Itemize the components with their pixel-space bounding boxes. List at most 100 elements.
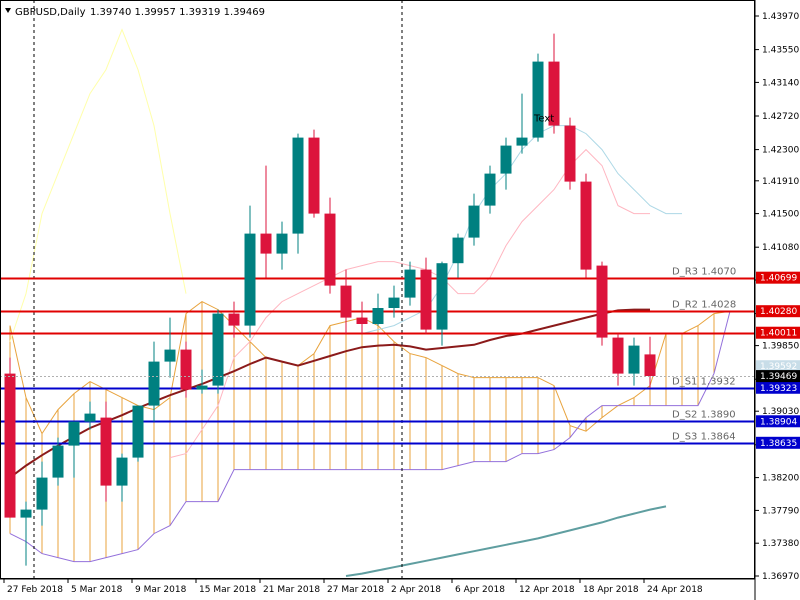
candle-body[interactable] (164, 349, 176, 362)
pivot-price-tag-background (756, 415, 800, 428)
candle-body[interactable] (52, 445, 64, 478)
price-tick-label: 1.41910 (762, 177, 799, 187)
time-tick-label: 27 Mar 2018 (327, 585, 384, 595)
time-tick-label: 6 Apr 2018 (455, 585, 505, 595)
pivot-level-label: D_S3 1.3864 (672, 432, 736, 443)
pivot-price-tag: 1.40280 (760, 307, 797, 317)
pivot-price-tag: 1.38635 (760, 439, 797, 449)
candle-body[interactable] (644, 354, 656, 376)
pivot-price-tag-background (756, 326, 800, 339)
candle-body[interactable] (260, 233, 272, 254)
candle-body[interactable] (68, 421, 80, 446)
candles[interactable] (4, 33, 656, 566)
time-axis: 27 Feb 2018 5 Mar 2018 9 Mar 2018 15 Mar 20… (3, 579, 703, 595)
time-tick-label: 24 Apr 2018 (647, 585, 703, 595)
price-tick-label: 1.42720 (762, 112, 799, 122)
candle-body[interactable] (132, 405, 144, 458)
candle-body[interactable] (116, 457, 128, 486)
time-tick-label: 15 Mar 2018 (199, 585, 256, 595)
pivot-price-tag-background (756, 305, 800, 318)
candle-body[interactable] (468, 205, 480, 238)
pivot-level-label: D_R2 1.4028 (672, 300, 736, 311)
candle-body[interactable] (404, 269, 416, 298)
candle-body[interactable] (20, 509, 32, 518)
pivot-price-tag: 1.39323 (760, 384, 797, 394)
ohlc-label: 1.39740 1.39957 1.39319 1.39469 (90, 7, 265, 18)
price-tick-label: 1.39850 (762, 342, 799, 352)
candle-body[interactable] (324, 213, 336, 286)
price-tick-label: 1.37790 (762, 506, 799, 516)
candle-body[interactable] (356, 317, 368, 324)
slow-moving-average-line (345, 505, 667, 577)
pivot-level-label: D_S1 1.3932 (672, 377, 736, 388)
candle-body[interactable] (372, 308, 384, 324)
price-tick-label: 1.43550 (762, 46, 799, 56)
bid-price-tag: 1.39469 (760, 372, 797, 382)
candle-body[interactable] (548, 61, 560, 126)
candle-body[interactable] (100, 417, 112, 486)
senkou-span-a-line (9, 301, 731, 435)
time-tick-label: 12 Apr 2018 (519, 585, 575, 595)
dropdown-triangle-icon[interactable] (5, 8, 11, 13)
candle-body[interactable] (612, 337, 624, 374)
pivot-price-tag: 1.40011 (760, 329, 797, 339)
time-tick-label: 9 Mar 2018 (135, 585, 187, 595)
candle-body[interactable] (36, 477, 48, 510)
price-tick-label: 1.36970 (762, 572, 799, 582)
chikou-span-line (9, 28, 187, 342)
price-tick-label: 1.39030 (762, 407, 799, 417)
price-tick-label: 1.41080 (762, 243, 799, 253)
candle-body[interactable] (148, 361, 160, 406)
candle-body[interactable] (388, 297, 400, 308)
candle-body[interactable] (292, 137, 304, 234)
price-tick-label: 1.38200 (762, 474, 799, 484)
price-tick-label: 1.41500 (762, 210, 799, 220)
kijun-price-tag-background (756, 360, 800, 373)
candle-body[interactable] (452, 237, 464, 264)
candle-body[interactable] (180, 349, 192, 390)
candle-body[interactable] (340, 285, 352, 318)
candle-body[interactable] (436, 263, 448, 330)
moving-average-line (9, 308, 650, 479)
candle-body[interactable] (500, 145, 512, 174)
price-tick-label: 1.42300 (762, 146, 799, 156)
candle-body[interactable] (628, 345, 640, 374)
pivot-price-tag-background (756, 436, 800, 449)
candle-body[interactable] (516, 137, 528, 146)
pivot-price-tag-background (756, 271, 800, 284)
candle-body[interactable] (84, 413, 96, 422)
pivot-price-tag: 1.38904 (760, 417, 797, 427)
price-tick-label: 1.37380 (762, 539, 799, 549)
candle-body[interactable] (196, 385, 208, 390)
time-tick-label: 2 Apr 2018 (391, 585, 441, 595)
candle-body[interactable] (276, 233, 288, 254)
candle-body[interactable] (228, 313, 240, 326)
time-tick-label: 5 Mar 2018 (71, 585, 123, 595)
kijun-price-tag: 1.39592 (760, 362, 797, 372)
pivot-level-label: D_R3 1.4070 (672, 267, 736, 278)
price-tick-label: 1.43970 (762, 12, 799, 22)
time-tick-label: 18 Apr 2018 (583, 585, 639, 595)
bid-price-tag-background (756, 370, 800, 383)
pivot-price-tag: 1.40699 (760, 274, 797, 284)
candle-body[interactable] (532, 61, 544, 138)
time-tick-label: 21 Mar 2018 (263, 585, 320, 595)
candle-body[interactable] (308, 137, 320, 214)
pivot-price-tag-background (756, 381, 800, 394)
time-tick-label: 27 Feb 2018 (7, 585, 63, 595)
candle-body[interactable] (596, 265, 608, 338)
candle-body[interactable] (420, 269, 432, 330)
candle-body[interactable] (244, 233, 256, 326)
candle-body[interactable] (4, 373, 16, 518)
period-separators (33, 0, 403, 579)
senkou-span-b-line (9, 311, 731, 563)
candle-body[interactable] (484, 173, 496, 206)
candle-body[interactable] (580, 181, 592, 270)
candle-body[interactable] (564, 125, 576, 182)
text-annotation: Text (533, 114, 554, 125)
price-tags: 1.40699 1.40280 1.40011 1.39323 1.38904 1.386… (756, 271, 800, 449)
candle-body[interactable] (212, 313, 224, 386)
symbol-label: GBPUSD,Daily (15, 7, 86, 18)
annotations: Text (0, 114, 754, 377)
